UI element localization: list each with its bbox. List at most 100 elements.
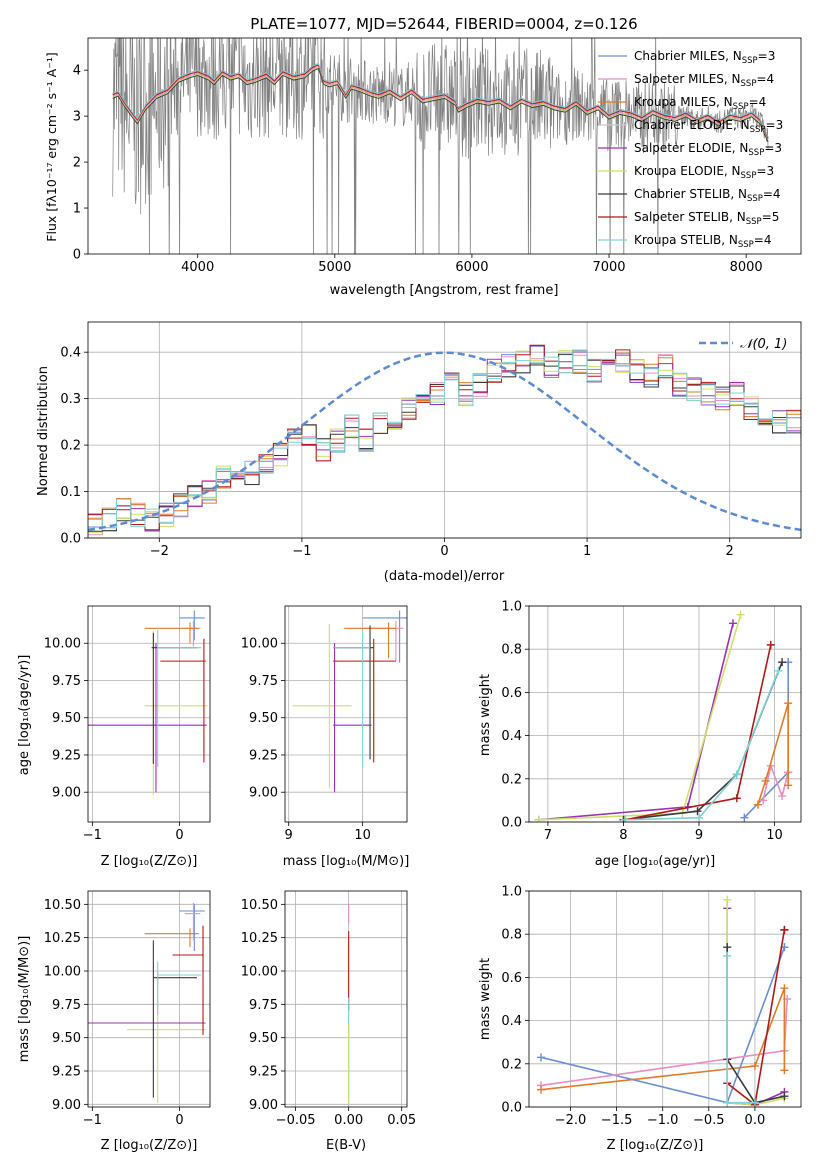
- y-tick-label: 3: [73, 110, 81, 125]
- y-tick-label: 0.0: [501, 1101, 522, 1116]
- errorbar-point-chabrier_miles: [362, 610, 407, 663]
- y-tick-label: 10.25: [44, 931, 81, 946]
- plot-marks: [88, 903, 206, 1103]
- y-tick-label: 10.50: [44, 898, 81, 913]
- errorbar-point-salpeter_miles: [362, 620, 404, 662]
- y-tick-label: 9.25: [52, 1065, 81, 1080]
- errorbar-point-kroupa_elodie: [127, 969, 206, 1103]
- y-tick-label: 10.00: [44, 637, 81, 652]
- legend-label-chabrier_miles: Chabrier MILES, NSSP=3: [634, 49, 775, 66]
- legend-subscript: SSP: [741, 79, 757, 89]
- x-tick-label: −1: [83, 828, 102, 843]
- weight-marker-salpeter_stelib: [732, 794, 741, 803]
- legend-subscript: SSP: [747, 194, 763, 204]
- x-tick-label: 0.0: [745, 1113, 766, 1128]
- legend-subscript: SSP: [742, 56, 758, 66]
- x-tick-label: 6000: [455, 260, 488, 275]
- y-tick-label: 2: [73, 156, 81, 171]
- weight-marker-kroupa_miles: [753, 800, 762, 809]
- mass-vs-ebv-plot-area: −0.05 0.00 0.05 9.00 9.25 9.50 9.75 10.00 10.25 1…: [241, 890, 416, 1128]
- legend-text: Salpeter MILES, N: [634, 72, 741, 86]
- plot-marks: [112, 38, 769, 254]
- legend-tail: =3: [764, 141, 782, 155]
- errorbar-point-kroupa_stelib: [157, 961, 202, 1015]
- weight-line-salpeter_elodie: [538, 623, 734, 821]
- legend-label-salpeter_elodie: Salpeter ELODIE, NSSP=3: [634, 141, 782, 158]
- y-tick-label: 0.4: [60, 346, 81, 361]
- legend-subscript: SSP: [741, 171, 757, 181]
- x-tick-label: −2: [150, 544, 169, 559]
- plot-marks: [534, 610, 793, 822]
- y-tick-label: 0.2: [501, 1057, 522, 1072]
- y-tick-label: 9.25: [249, 1065, 278, 1080]
- weight-vs-age-y-label: mass weight: [478, 674, 493, 756]
- y-tick-label: 10.25: [241, 931, 278, 946]
- y-tick-label: 9.25: [52, 748, 81, 763]
- x-tick-label: 8000: [730, 260, 763, 275]
- x-tick-label: 7: [544, 828, 552, 843]
- errorbar-point-kroupa_miles: [144, 622, 199, 644]
- legend-label-kroupa_stelib: Kroupa STELIB, NSSP=4: [634, 233, 772, 250]
- x-tick-label: 0.05: [387, 1113, 416, 1128]
- legend-text: Kroupa MILES, N: [634, 95, 733, 109]
- weight-marker-chabrier_stelib: [723, 943, 732, 952]
- y-tick-label: 10.00: [241, 965, 278, 980]
- weight-line-salpeter_miles: [540, 998, 788, 1087]
- plot-marks: [88, 344, 801, 536]
- weight-line-salpeter_stelib: [624, 644, 772, 821]
- y-tick-label: 9.50: [249, 1031, 278, 1046]
- y-tick-label: 4: [73, 64, 81, 79]
- weight-vs-z-x-label: Z [log₁₀(Z/Z⊙)]: [607, 1138, 704, 1153]
- y-tick-label: 0.4: [501, 729, 522, 744]
- x-tick-label: −1: [83, 1113, 102, 1128]
- weight-marker-salpeter_stelib: [766, 640, 775, 649]
- weight-line-salpeter_miles: [762, 762, 789, 801]
- legend-tail: =4: [763, 187, 781, 201]
- y-tick-label: 10.00: [241, 637, 278, 652]
- axes-frame: [528, 890, 802, 1108]
- weight-vs-z-panel: −2.0 −1.5 −1.0 −0.5 0.0 0.0 0.2 0.4 0.6 0.8 1.0 Z …: [478, 885, 802, 1153]
- x-tick-label: −1.5: [601, 1113, 633, 1128]
- weight-marker-chabrier_stelib: [693, 807, 702, 816]
- age-vs-mass-x-label: mass [log₁₀(M/M⊙)]: [283, 854, 410, 869]
- y-tick-label: 9.50: [52, 711, 81, 726]
- plot-marks: [292, 610, 407, 793]
- x-tick-label: 1: [583, 544, 591, 559]
- x-tick-label: −0.05: [276, 1113, 316, 1128]
- weight-marker-kroupa_stelib: [620, 815, 629, 822]
- legend-tail: =3: [758, 49, 776, 63]
- legend-text: Chabrier ELODIE, N: [634, 118, 750, 132]
- y-tick-label: 1.0: [501, 600, 522, 615]
- mass-vs-ebv-panel: −0.05 0.00 0.05 9.00 9.25 9.50 9.75 10.00 10.25 1…: [241, 890, 416, 1153]
- weight-marker-salpeter_miles: [778, 792, 787, 801]
- legend-label-salpeter_stelib: Salpeter STELIB, NSSP=5: [634, 210, 779, 227]
- mass-vs-z-x-label: Z [log₁₀(Z/Z⊙)]: [101, 1138, 198, 1153]
- weight-line-kroupa_elodie: [538, 614, 742, 821]
- spectrum-x-label: wavelength [Angstrom, rest frame]: [330, 283, 559, 298]
- y-tick-label: 9.75: [52, 674, 81, 689]
- axes-frame: [87, 37, 802, 255]
- legend-tail: =4: [756, 72, 774, 86]
- x-tick-label: −2.0: [555, 1113, 587, 1128]
- x-tick-label: 9: [695, 828, 703, 843]
- legend-text: Salpeter ELODIE, N: [634, 141, 748, 155]
- y-tick-label: 10.50: [241, 898, 278, 913]
- y-tick-label: 9.75: [249, 998, 278, 1013]
- weight-marker-salpeter_miles: [759, 796, 768, 805]
- mass-vs-ebv-x-label: E(B-V): [326, 1138, 366, 1153]
- x-tick-label: −0.5: [693, 1113, 725, 1128]
- weight-vs-z-y-label: mass weight: [478, 958, 493, 1040]
- legend-normal-label: 𝒩(0, 1): [740, 337, 787, 352]
- mass-vs-z-y-label: mass [log₁₀(M/M⊙)]: [17, 936, 32, 1063]
- weight-marker-salpeter_elodie: [729, 619, 737, 628]
- errorbar-point-chabrier_stelib: [152, 940, 197, 1098]
- weight-marker-kroupa_miles: [784, 781, 793, 790]
- errorbar-point-kroupa_stelib: [157, 629, 202, 767]
- residuals-x-label: (data-model)/error: [384, 569, 505, 584]
- errorbar-point-kroupa_elodie: [292, 623, 352, 788]
- weight-vs-age-x-label: age [log₁₀(age/yr)]: [595, 854, 716, 869]
- y-tick-label: 9.50: [249, 711, 278, 726]
- x-tick-label: 9: [285, 828, 293, 843]
- legend-text: Kroupa STELIB, N: [634, 233, 738, 247]
